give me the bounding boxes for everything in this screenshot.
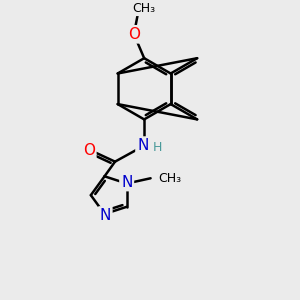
Text: CH₃: CH₃ [159, 172, 182, 185]
Text: CH₃: CH₃ [133, 2, 156, 15]
Text: N: N [99, 208, 111, 223]
Text: N: N [121, 175, 132, 190]
Text: O: O [83, 143, 95, 158]
Text: N: N [137, 138, 148, 153]
Text: O: O [128, 27, 140, 42]
Text: H: H [153, 141, 162, 154]
